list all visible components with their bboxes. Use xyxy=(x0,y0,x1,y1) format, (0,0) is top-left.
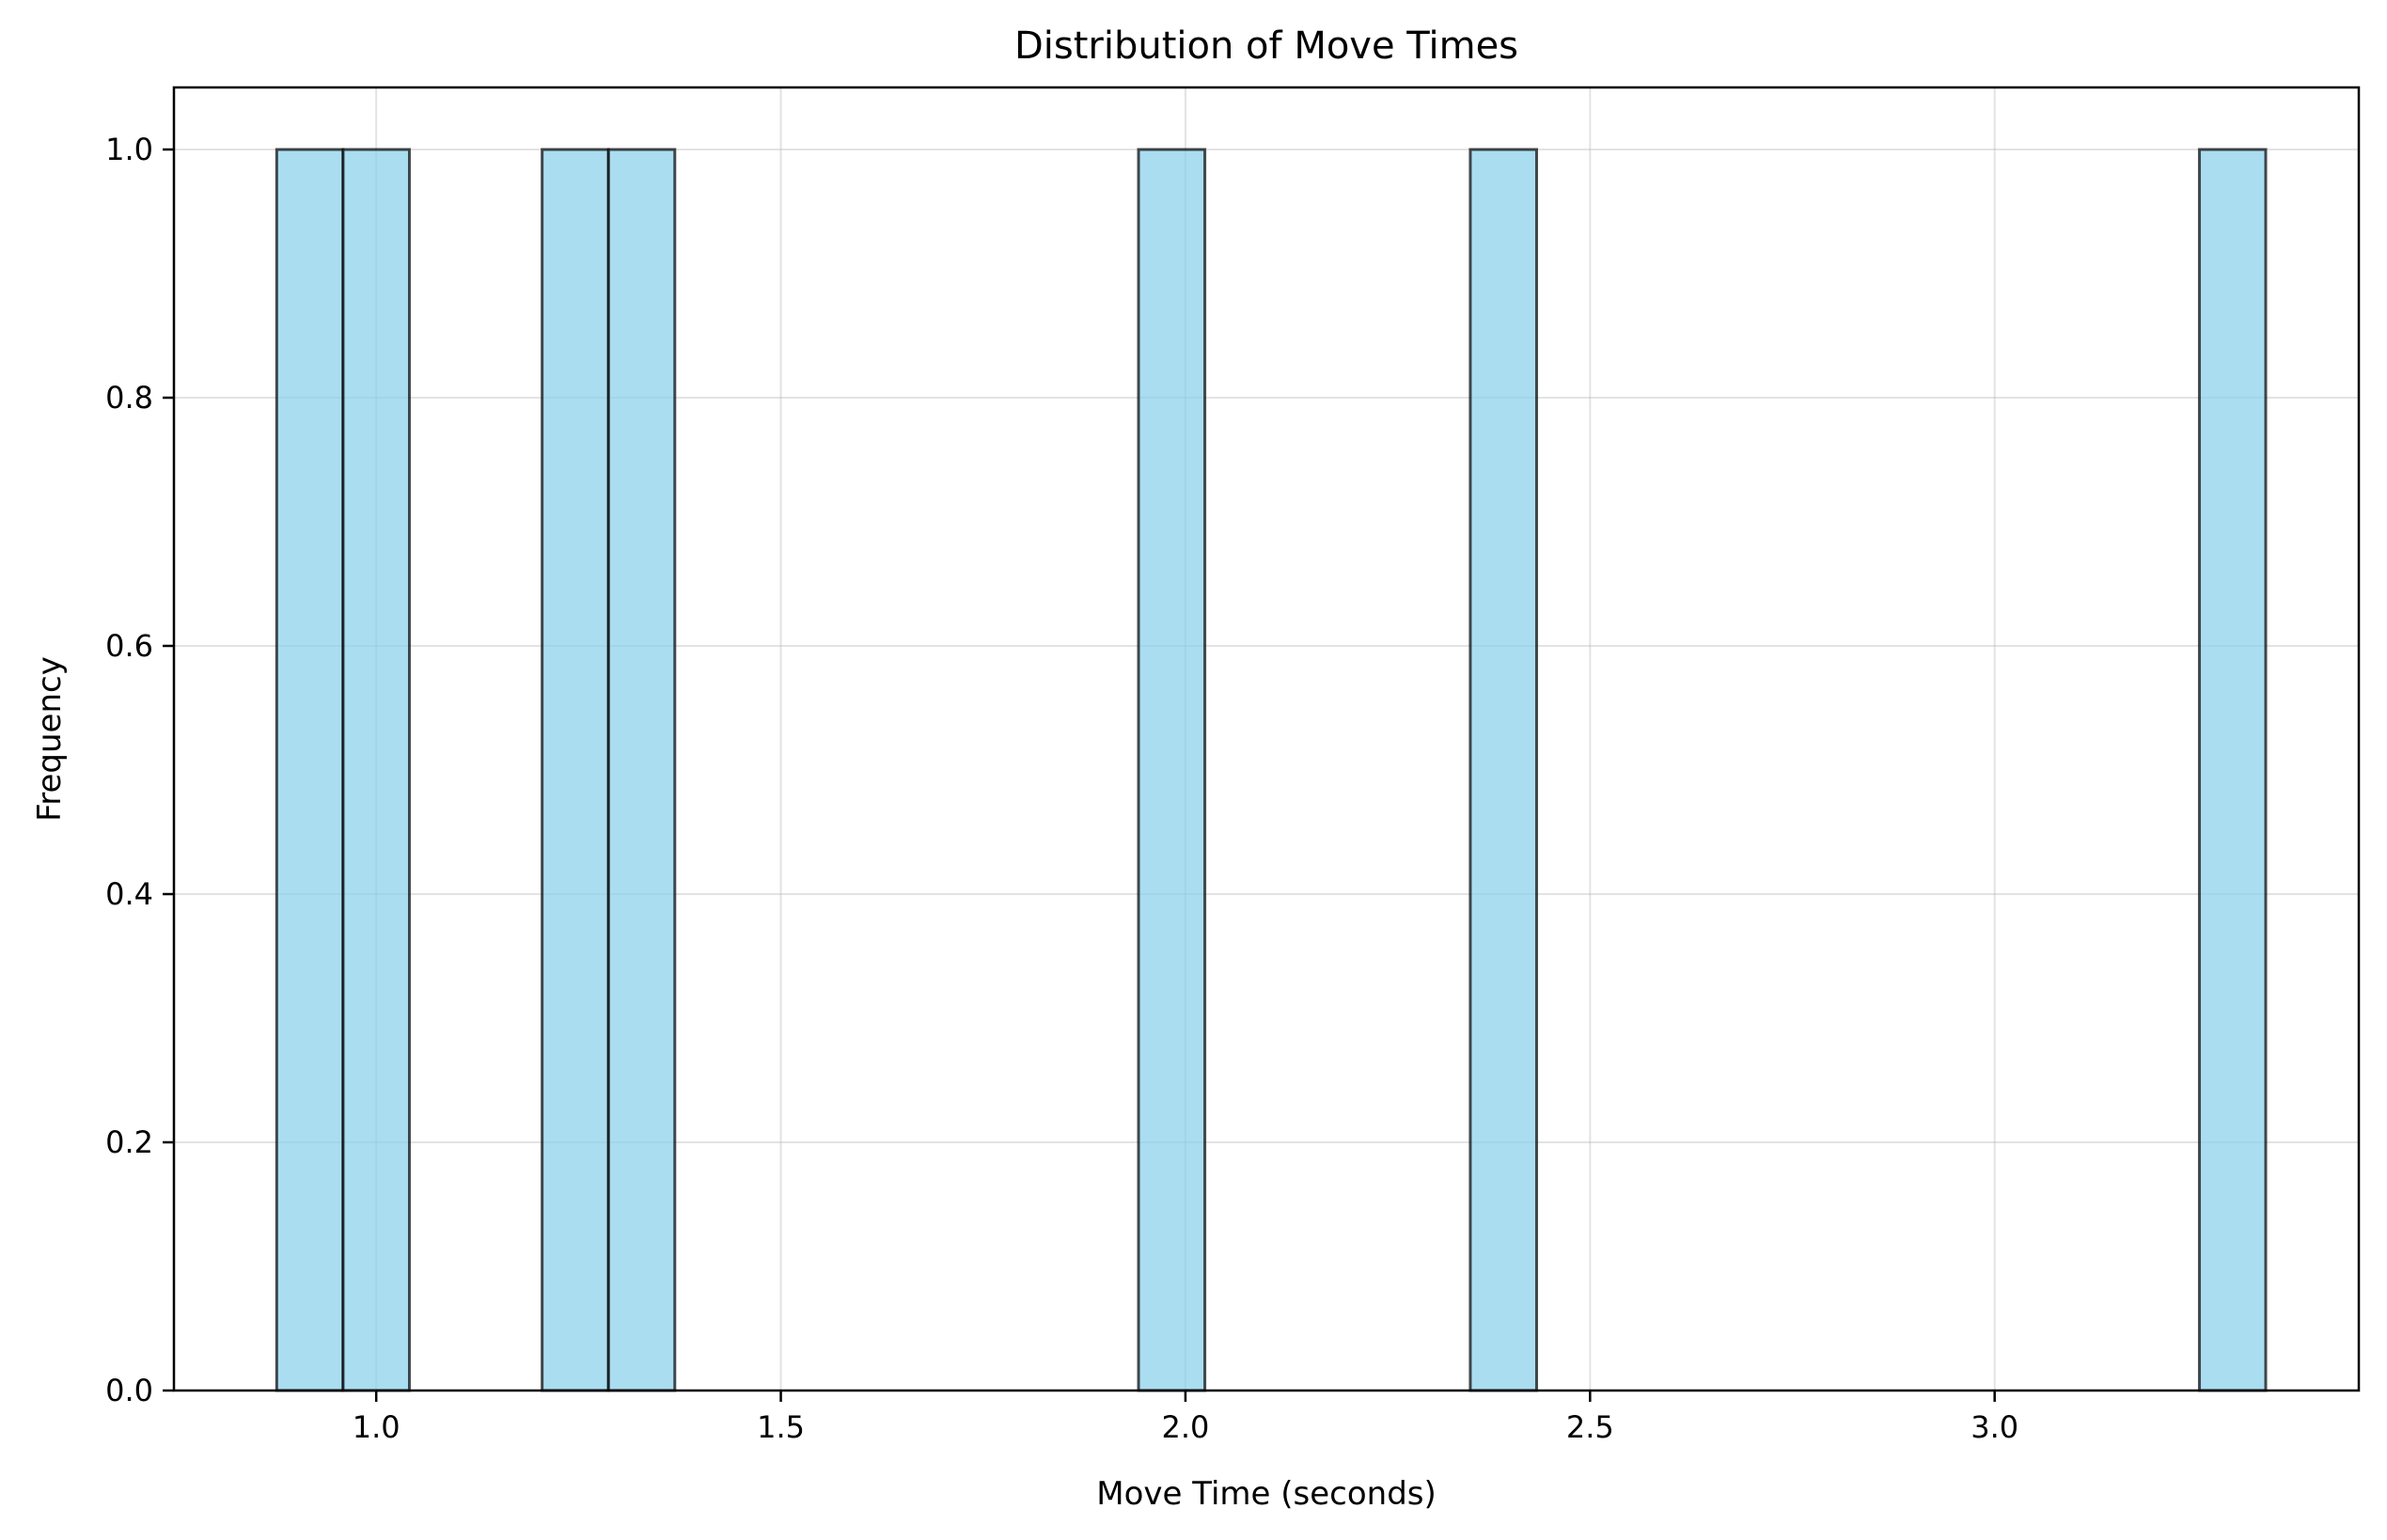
histogram-bar xyxy=(541,148,610,1392)
x-axis-label: Move Time (seconds) xyxy=(1096,1475,1437,1513)
x-tick-label: 2.5 xyxy=(1566,1409,1614,1445)
histogram-bar xyxy=(606,148,677,1392)
y-axis-label: Frequency xyxy=(31,656,69,822)
histogram-bars xyxy=(275,148,2268,1392)
histogram-bar xyxy=(2197,148,2268,1392)
histogram-bar xyxy=(275,148,345,1392)
chart-title: Distribution of Move Times xyxy=(1014,24,1518,68)
grid-lines xyxy=(174,87,2359,1391)
x-axis-ticks: 1.0 1.5 2.0 2.5 3.0 xyxy=(353,1391,2018,1445)
y-tick-label: 0.4 xyxy=(105,876,153,912)
histogram-bar xyxy=(341,148,411,1392)
y-tick-label: 0.6 xyxy=(105,628,153,664)
y-tick-label: 0.8 xyxy=(105,380,153,416)
y-axis-ticks: 0.0 0.2 0.4 0.6 0.8 1.0 xyxy=(105,132,174,1408)
x-tick-label: 1.0 xyxy=(353,1409,400,1445)
x-tick-label: 2.0 xyxy=(1161,1409,1209,1445)
histogram-bar xyxy=(1468,148,1538,1392)
y-tick-label: 0.2 xyxy=(105,1124,153,1160)
x-tick-label: 1.5 xyxy=(757,1409,805,1445)
x-tick-label: 3.0 xyxy=(1971,1409,2018,1445)
y-tick-label: 1.0 xyxy=(105,132,153,167)
axes-frame xyxy=(172,86,2361,1392)
histogram-bar xyxy=(1137,148,1207,1392)
y-tick-label: 0.0 xyxy=(105,1373,153,1408)
